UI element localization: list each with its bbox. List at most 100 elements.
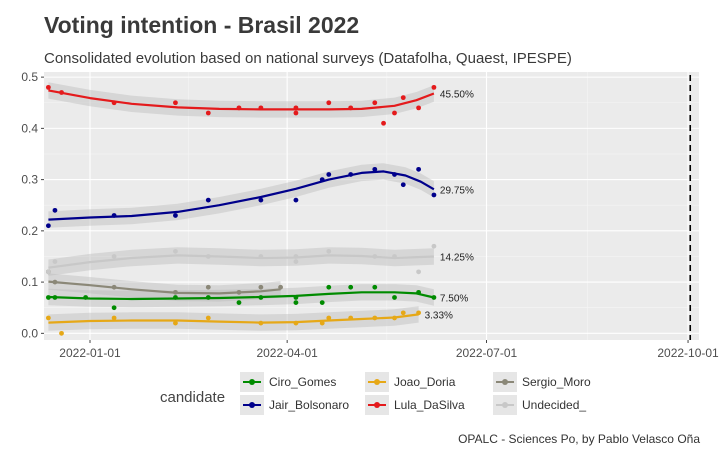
point-ciro-gomes xyxy=(348,284,354,290)
legend-key-sergio-moro xyxy=(493,372,517,392)
legend-point-swatch xyxy=(374,379,380,385)
point-undecided xyxy=(45,269,51,275)
point-ciro-gomes xyxy=(319,300,325,305)
y-tick-label: 0.3 xyxy=(21,173,38,187)
point-sergio-moro xyxy=(258,284,264,290)
point-undecided xyxy=(111,254,117,259)
legend-label: Ciro_Gomes xyxy=(269,375,337,389)
legend-point-swatch xyxy=(502,402,508,408)
y-tick-label: 0.4 xyxy=(21,121,38,135)
point-ciro-gomes xyxy=(293,295,299,300)
point-ciro-gomes xyxy=(416,289,421,295)
trend-line-lula-dasilva xyxy=(48,89,435,111)
point-joao-doria xyxy=(111,315,117,321)
chart-subtitle: Consolidated evolution based on national… xyxy=(44,50,572,67)
x-tick-label: 2022-07-01 xyxy=(456,346,518,360)
point-jair-bolsonaro xyxy=(372,166,378,172)
point-jair-bolsonaro xyxy=(111,213,117,218)
y-tick-label: 0.0 xyxy=(21,326,38,340)
point-lula-dasilva xyxy=(431,84,437,90)
point-ciro-gomes xyxy=(111,305,117,311)
point-sergio-moro xyxy=(52,279,58,285)
legend-label: Undecided_ xyxy=(522,398,587,412)
point-ciro-gomes xyxy=(431,295,437,300)
point-lula-dasilva xyxy=(392,110,397,116)
band-undecided xyxy=(48,247,434,276)
point-lula-dasilva xyxy=(45,84,51,90)
point-ciro-gomes xyxy=(236,300,242,305)
legend-label: Jair_Bolsonaro xyxy=(269,398,350,412)
point-joao-doria xyxy=(319,320,325,326)
point-undecided xyxy=(431,243,437,249)
legend-label: Joao_Doria xyxy=(394,375,456,389)
y-tick-label: 0.2 xyxy=(21,224,38,238)
point-sergio-moro xyxy=(111,284,117,290)
legend-label: Lula_DaSilva xyxy=(394,398,465,412)
legend-key-jair-bolsonaro xyxy=(240,395,264,415)
point-jair-bolsonaro xyxy=(319,177,325,183)
point-lula-dasilva xyxy=(236,105,242,111)
point-lula-dasilva xyxy=(372,100,378,106)
point-lula-dasilva xyxy=(59,90,64,95)
legend-key-ciro-gomes xyxy=(240,372,264,392)
point-undecided xyxy=(416,269,421,275)
point-ciro-gomes xyxy=(45,295,51,300)
band-jair-bolsonaro xyxy=(48,163,434,228)
point-jair-bolsonaro xyxy=(392,172,397,177)
point-undecided xyxy=(205,254,211,259)
end-label-joao-doria: 3.33% xyxy=(425,310,453,321)
point-joao-doria xyxy=(59,330,64,336)
point-jair-bolsonaro xyxy=(173,213,178,218)
point-undecided xyxy=(258,254,264,259)
legend-key-lula-dasilva xyxy=(365,395,389,415)
end-label-undecided: 14.25% xyxy=(440,252,474,263)
point-lula-dasilva xyxy=(205,110,211,116)
point-ciro-gomes xyxy=(205,295,211,300)
point-undecided xyxy=(326,248,332,254)
point-ciro-gomes xyxy=(392,295,397,300)
point-lula-dasilva xyxy=(293,105,299,111)
point-jair-bolsonaro xyxy=(258,197,264,203)
chart-title: Voting intention - Brasil 2022 xyxy=(44,12,360,38)
point-joao-doria xyxy=(258,320,264,326)
point-lula-dasilva xyxy=(173,100,178,106)
point-sergio-moro xyxy=(236,289,242,295)
point-jair-bolsonaro xyxy=(52,207,58,213)
legend-label: Sergio_Moro xyxy=(522,375,591,389)
point-lula-dasilva xyxy=(416,105,421,111)
x-tick-label: 2022-01-01 xyxy=(59,346,121,360)
point-sergio-moro xyxy=(173,289,178,295)
legend-key-undecided xyxy=(493,395,517,415)
point-joao-doria xyxy=(392,315,397,321)
point-lula-dasilva xyxy=(381,120,386,126)
point-joao-doria xyxy=(326,315,332,321)
point-undecided xyxy=(173,248,178,254)
point-jair-bolsonaro xyxy=(348,172,354,177)
point-joao-doria xyxy=(400,310,406,316)
point-joao-doria xyxy=(45,315,51,321)
point-ciro-gomes xyxy=(52,295,58,300)
point-lula-dasilva xyxy=(293,110,299,116)
point-joao-doria xyxy=(348,315,354,321)
point-jair-bolsonaro xyxy=(205,197,211,203)
point-joao-doria xyxy=(293,320,299,326)
point-ciro-gomes xyxy=(372,284,378,290)
x-tick-label: 2022-04-01 xyxy=(256,346,318,360)
point-sergio-moro xyxy=(278,284,283,290)
point-lula-dasilva xyxy=(400,95,406,101)
band-sergio-moro xyxy=(48,273,281,302)
chart-caption: OPALC - Sciences Po, by Pablo Velasco Oñ… xyxy=(458,432,700,446)
point-joao-doria xyxy=(416,310,421,316)
point-undecided xyxy=(52,259,58,264)
point-undecided xyxy=(392,254,397,259)
band-ciro-gomes xyxy=(48,284,434,308)
y-tick-label: 0.5 xyxy=(21,70,38,84)
point-joao-doria xyxy=(173,320,178,326)
legend-point-swatch xyxy=(502,379,508,385)
point-jair-bolsonaro xyxy=(431,192,437,198)
point-ciro-gomes xyxy=(173,295,178,300)
point-joao-doria xyxy=(372,315,378,321)
point-jair-bolsonaro xyxy=(45,223,51,229)
point-undecided xyxy=(293,254,299,259)
